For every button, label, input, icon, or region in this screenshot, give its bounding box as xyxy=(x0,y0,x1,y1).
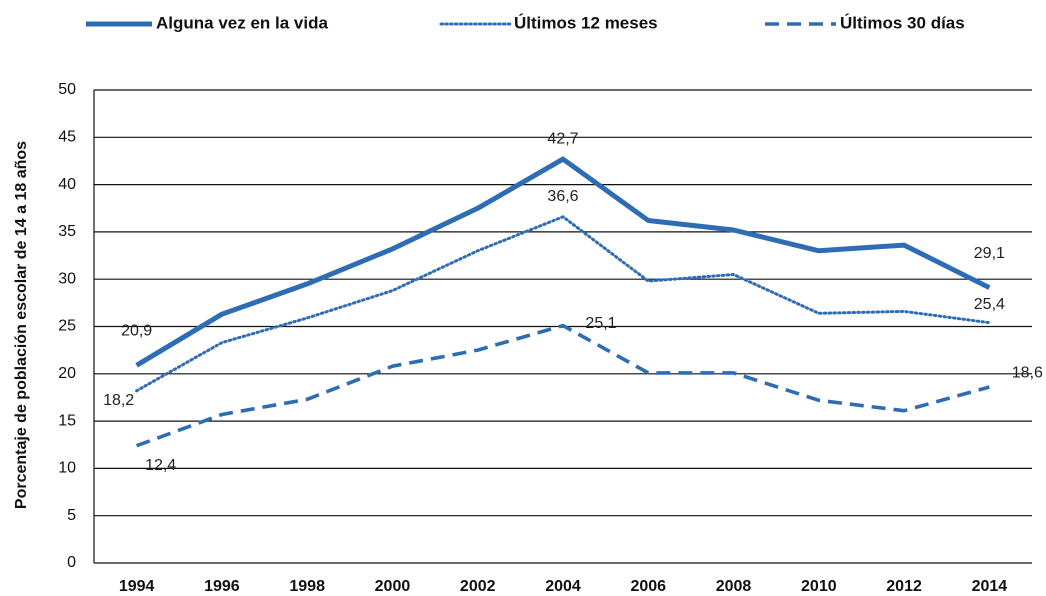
y-axis-label: Porcentaje de población escolar de 14 a … xyxy=(13,141,30,509)
series-lines xyxy=(135,156,991,448)
y-tick-label: 45 xyxy=(58,129,76,146)
data-label: 18,2 xyxy=(103,392,134,409)
y-tick-label: 40 xyxy=(58,176,76,193)
data-label: 12,4 xyxy=(145,457,176,474)
x-tick-label: 2014 xyxy=(972,578,1008,595)
x-tick-label: 1998 xyxy=(289,578,325,595)
data-label: 29,1 xyxy=(974,245,1005,262)
series-line-1 xyxy=(135,215,991,393)
x-tick-label: 2002 xyxy=(460,578,496,595)
y-tick-label: 20 xyxy=(58,365,76,382)
y-tick-label: 15 xyxy=(58,412,76,429)
y-tick-label: 0 xyxy=(67,554,76,571)
x-tick-label: 2012 xyxy=(886,578,922,595)
data-labels: 20,9 42,7 29,1 18,2 36,6 25,4 12,4 25,1 18,6 xyxy=(103,130,1043,474)
data-label: 42,7 xyxy=(547,130,578,147)
x-tick-label: 1996 xyxy=(204,578,240,595)
legend-label-1: Últimos 12 meses xyxy=(514,13,658,32)
data-label: 18,6 xyxy=(1012,364,1043,381)
x-tick-label: 2004 xyxy=(545,578,581,595)
y-tick-label: 35 xyxy=(58,223,76,240)
series-line-0 xyxy=(135,156,991,368)
legend: Alguna vez en la vida Últimos 12 meses Últ… xyxy=(86,13,965,32)
x-tick-label: 2006 xyxy=(630,578,666,595)
data-label: 25,1 xyxy=(585,315,616,332)
data-label: 20,9 xyxy=(121,323,152,340)
y-axis-ticks: 0 5 10 15 20 25 30 35 40 45 50 xyxy=(58,81,76,571)
x-tick-label: 1994 xyxy=(119,578,155,595)
data-label: 36,6 xyxy=(547,188,578,205)
gridlines xyxy=(93,89,1032,564)
y-tick-label: 10 xyxy=(58,460,76,477)
legend-label-2: Últimos 30 días xyxy=(840,13,965,32)
data-label: 25,4 xyxy=(974,296,1005,313)
y-tick-label: 5 xyxy=(67,507,76,524)
legend-label-0: Alguna vez en la vida xyxy=(156,13,328,32)
y-tick-label: 25 xyxy=(58,318,76,335)
y-tick-label: 30 xyxy=(58,270,76,287)
series-line-2 xyxy=(135,323,990,448)
x-tick-label: 2010 xyxy=(801,578,837,595)
x-axis-ticks: 1994 1996 1998 2000 2002 2004 2006 2008 2010 2012… xyxy=(119,578,1007,595)
x-tick-label: 2000 xyxy=(375,578,411,595)
y-tick-label: 50 xyxy=(58,81,76,98)
x-tick-label: 2008 xyxy=(716,578,752,595)
